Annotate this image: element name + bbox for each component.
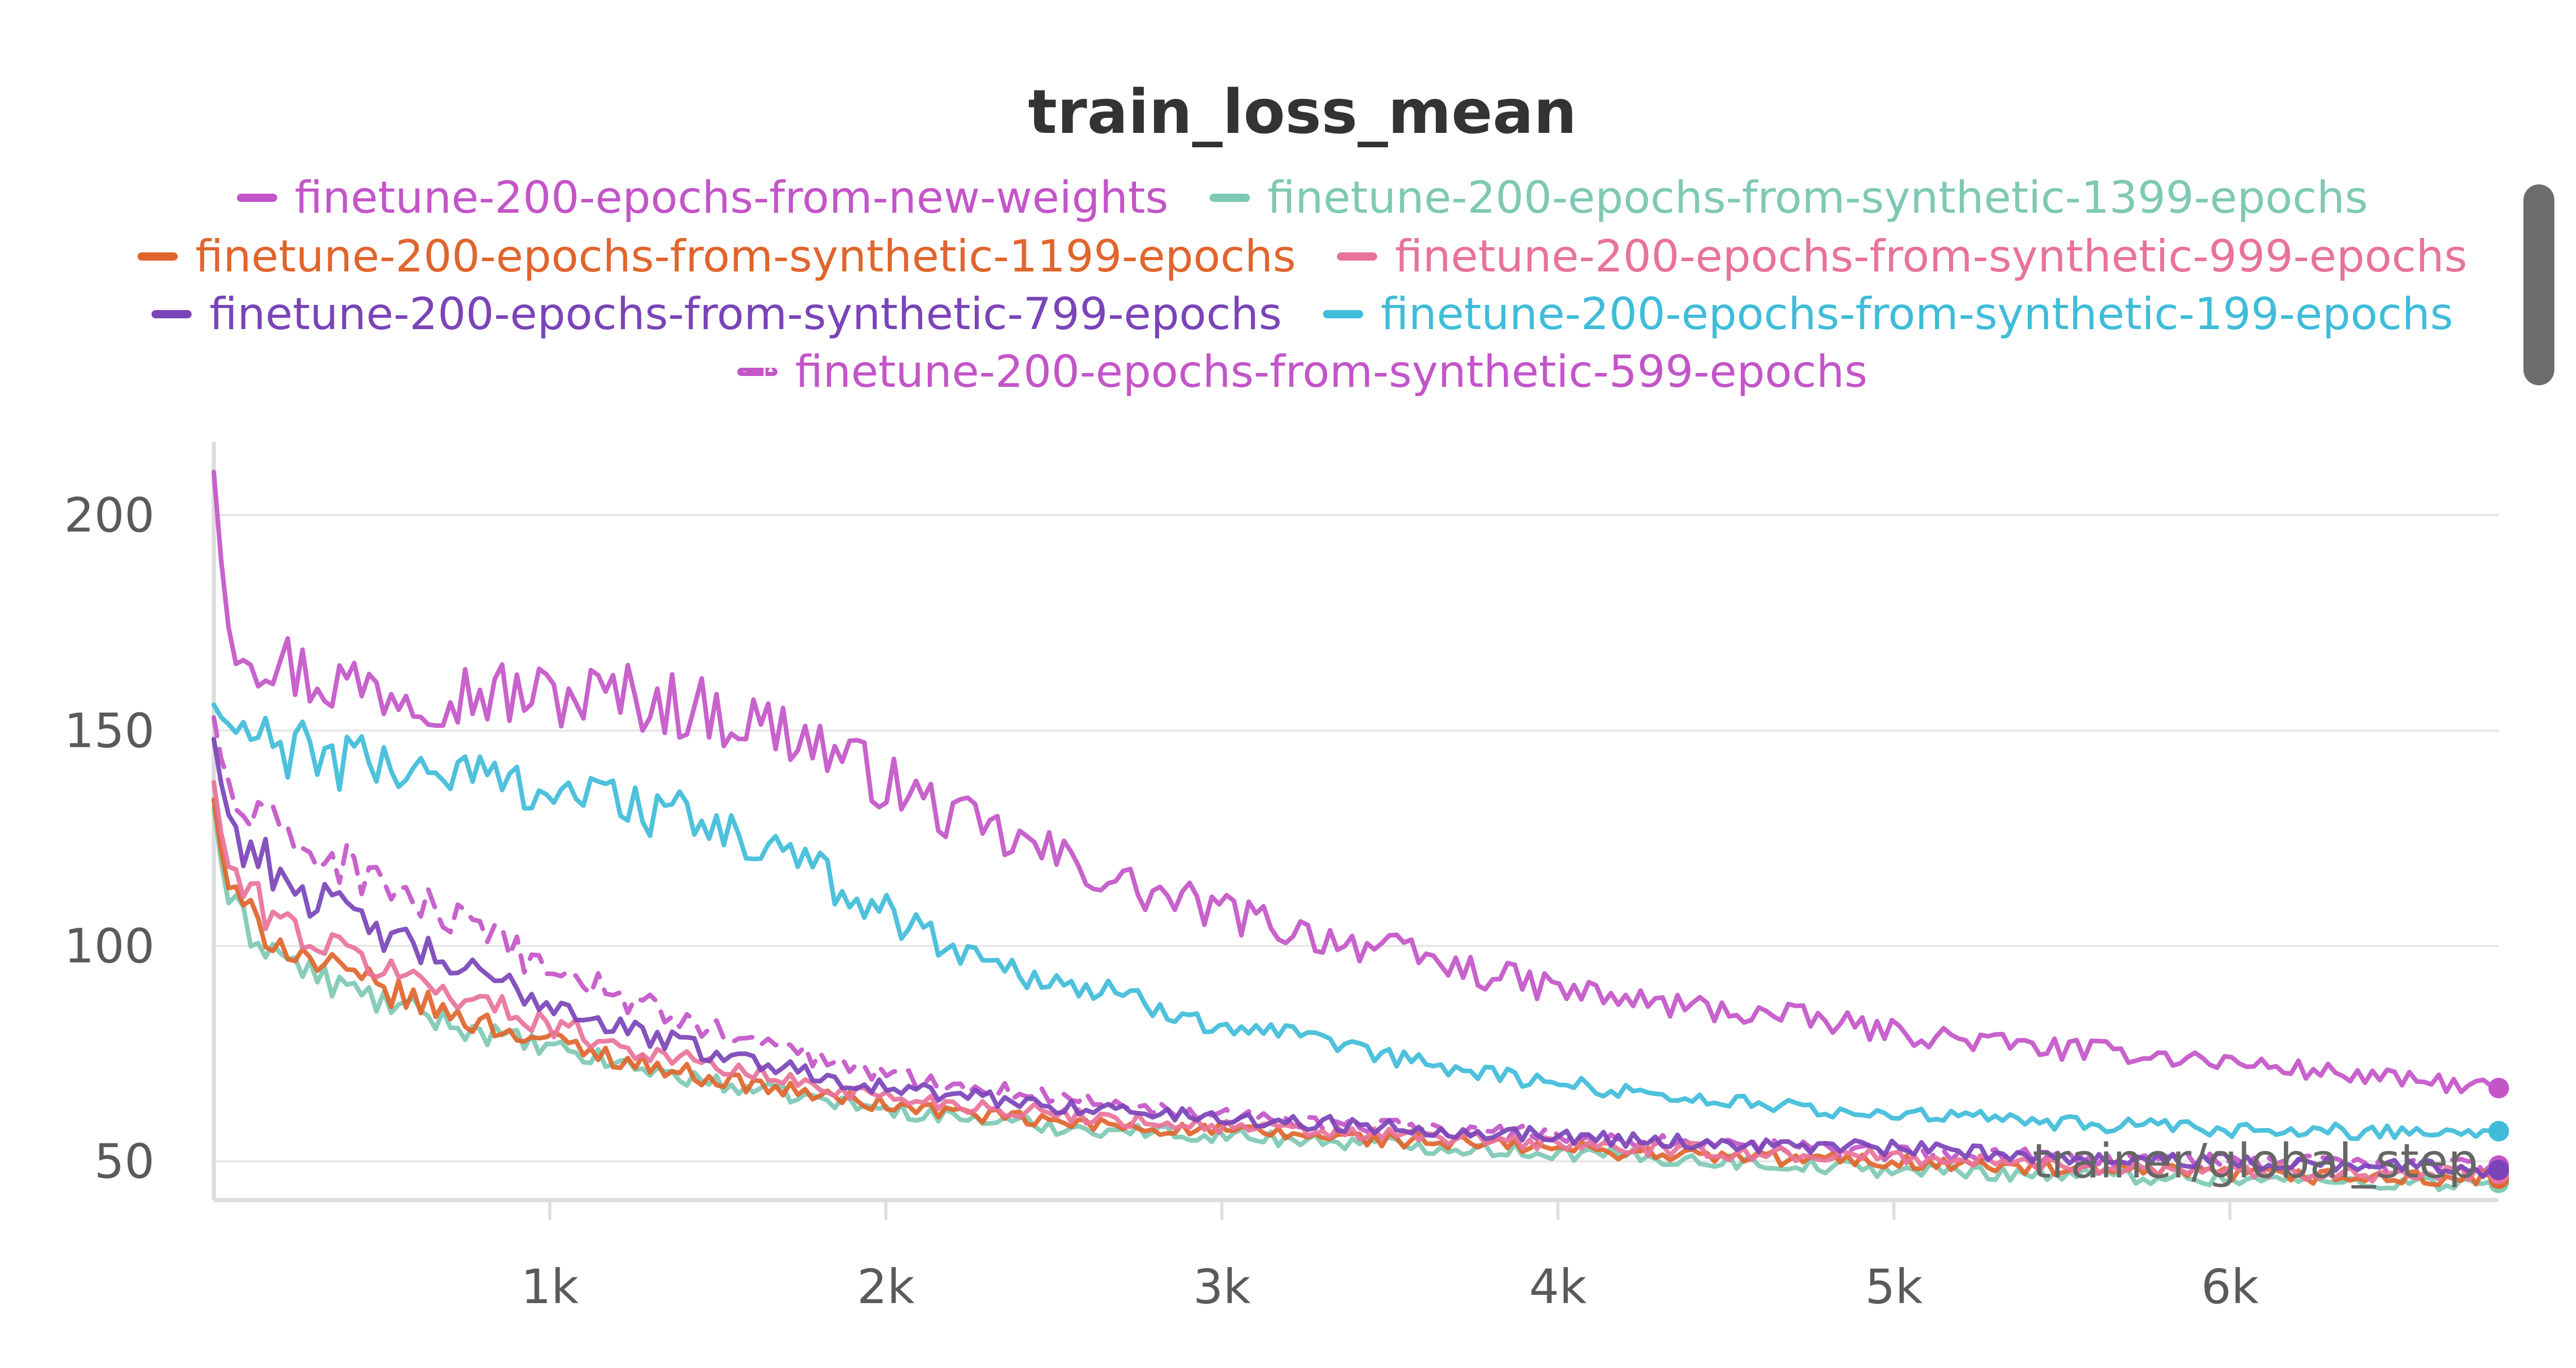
legend-item-synthetic-1199[interactable]: finetune-200-epochs-from-synthetic-1199-… — [138, 231, 1296, 282]
series-line-5 — [211, 702, 2501, 1141]
legend-swatch — [1337, 252, 1378, 261]
legend-item-synthetic-999[interactable]: finetune-200-epochs-from-synthetic-999-e… — [1337, 231, 2467, 282]
legend-row-2: finetune-200-epochs-from-synthetic-1199-… — [0, 231, 2576, 282]
y-tick-label: 50 — [94, 1134, 155, 1189]
x-tick-label: 2k — [857, 1259, 916, 1314]
legend-row-3: finetune-200-epochs-from-synthetic-799-e… — [0, 288, 2576, 340]
legend-row-1: finetune-200-epochs-from-new-weights fin… — [0, 172, 2576, 224]
chart-title: train_loss_mean — [1028, 76, 1577, 147]
legend-label: finetune-200-epochs-from-synthetic-999-e… — [1395, 231, 2467, 282]
legend-item-new-weights[interactable]: finetune-200-epochs-from-new-weights — [236, 172, 1168, 224]
y-tick-label: 200 — [64, 488, 155, 543]
legend-label: finetune-200-epochs-from-synthetic-1199-… — [195, 231, 1296, 282]
x-tick-label: 1k — [521, 1259, 579, 1314]
legend-swatch — [151, 310, 192, 318]
x-tick-label: 6k — [2201, 1259, 2259, 1314]
x-tick-label: 3k — [1193, 1259, 1251, 1314]
series-line-0 — [211, 470, 2501, 1095]
grid-layer — [214, 514, 2499, 1162]
series-end-marker — [2488, 1078, 2509, 1099]
series-layer — [211, 470, 2509, 1193]
legend-swatch — [236, 194, 277, 202]
axis-layer: 50 100 150 200 1k 2k 3k 4k 5k 6k — [64, 442, 2499, 1314]
y-tick-label: 100 — [64, 919, 155, 974]
legend-item-synthetic-599[interactable]: finetune-200-epochs-from-synthetic-599-e… — [737, 346, 1868, 398]
series-end-marker — [2488, 1159, 2509, 1181]
legend-label: finetune-200-epochs-from-synthetic-1399-… — [1267, 172, 2368, 224]
legend-label: finetune-200-epochs-from-synthetic-799-e… — [209, 288, 1282, 340]
legend-label: finetune-200-epochs-from-new-weights — [294, 172, 1168, 224]
legend-item-synthetic-199[interactable]: finetune-200-epochs-from-synthetic-199-e… — [1323, 288, 2453, 340]
legend-row-4: finetune-200-epochs-from-synthetic-599-e… — [0, 346, 2576, 398]
legend-swatch — [138, 252, 178, 261]
series-line-3 — [211, 780, 2501, 1184]
series-end-marker — [2488, 1121, 2509, 1142]
x-axis-label: trainer/global_step — [2032, 1134, 2478, 1189]
legend-item-synthetic-799[interactable]: finetune-200-epochs-from-synthetic-799-e… — [151, 288, 1282, 340]
legend-label: finetune-200-epochs-from-synthetic-199-e… — [1381, 288, 2453, 340]
series-line-4 — [211, 737, 2501, 1179]
legend-scrollbar-thumb[interactable] — [2523, 184, 2554, 385]
y-tick-label: 150 — [64, 703, 155, 758]
legend-swatch — [1323, 310, 1363, 318]
series-line-2 — [211, 797, 2501, 1187]
legend-item-synthetic-1399[interactable]: finetune-200-epochs-from-synthetic-1399-… — [1209, 172, 2368, 224]
legend-swatch — [737, 368, 778, 376]
x-tick-label: 4k — [1529, 1259, 1587, 1314]
legend-swatch — [1209, 194, 1250, 202]
label-layer: trainer/global_step — [2032, 1134, 2478, 1189]
legend-label: finetune-200-epochs-from-synthetic-599-e… — [795, 346, 1868, 398]
x-tick-label: 5k — [1865, 1259, 1923, 1314]
